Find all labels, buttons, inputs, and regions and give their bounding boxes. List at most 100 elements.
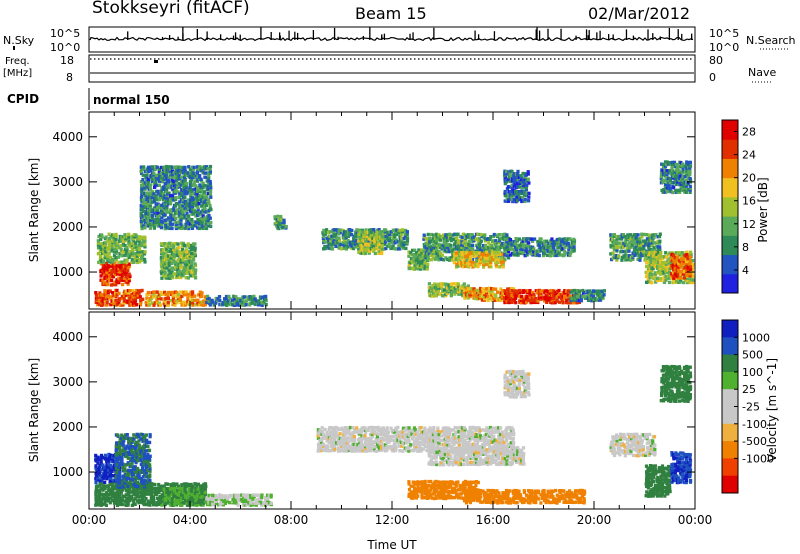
data-cell bbox=[514, 300, 518, 305]
data-cell bbox=[330, 242, 334, 246]
data-cell bbox=[158, 204, 162, 208]
data-cell bbox=[237, 300, 241, 305]
data-cell bbox=[103, 276, 107, 281]
data-cell bbox=[544, 289, 548, 293]
data-cell bbox=[196, 226, 200, 230]
data-cell bbox=[110, 264, 114, 268]
data-cell bbox=[488, 243, 492, 247]
data-cell bbox=[207, 201, 211, 205]
data-cell bbox=[186, 206, 190, 210]
data-cell bbox=[350, 228, 354, 233]
data-cell bbox=[99, 278, 103, 282]
data-cell bbox=[102, 260, 106, 264]
data-cell bbox=[122, 291, 126, 295]
data-cell bbox=[332, 230, 336, 234]
data-cell bbox=[107, 232, 111, 236]
data-cell bbox=[181, 181, 185, 185]
data-cell bbox=[115, 302, 119, 307]
data-cell bbox=[154, 220, 158, 224]
data-cell bbox=[145, 184, 149, 188]
data-cell bbox=[224, 294, 229, 299]
data-cell bbox=[161, 192, 166, 196]
data-cell bbox=[106, 264, 110, 268]
data-cell bbox=[550, 299, 554, 303]
data-cell bbox=[393, 239, 397, 243]
data-cell bbox=[528, 291, 532, 295]
data-cell bbox=[96, 239, 100, 243]
data-cell bbox=[161, 220, 166, 225]
data-cell bbox=[140, 222, 144, 226]
data-cell bbox=[411, 257, 415, 261]
data-cell bbox=[150, 216, 154, 221]
data-cell bbox=[149, 183, 153, 187]
data-cell bbox=[205, 201, 209, 206]
data-cell bbox=[545, 253, 549, 257]
data-cell bbox=[191, 247, 195, 251]
data-cell bbox=[563, 237, 567, 241]
data-cell bbox=[388, 244, 392, 249]
data-cell bbox=[396, 230, 400, 235]
nave-tick-top: 80 bbox=[709, 54, 723, 67]
data-cell bbox=[127, 255, 131, 260]
data-cell bbox=[174, 197, 178, 202]
data-cell bbox=[150, 301, 154, 305]
data-cell bbox=[466, 296, 470, 300]
data-cell bbox=[369, 233, 373, 237]
data-cell bbox=[100, 241, 104, 246]
data-cell bbox=[492, 296, 496, 301]
data-cell bbox=[688, 255, 692, 259]
data-cell bbox=[489, 260, 493, 264]
data-cell bbox=[447, 247, 451, 251]
colorbar-tick-label: 28 bbox=[742, 126, 756, 139]
data-cell bbox=[131, 249, 135, 254]
data-cell bbox=[153, 301, 157, 305]
data-cell bbox=[190, 202, 194, 206]
data-cell bbox=[253, 302, 257, 307]
data-cell bbox=[417, 264, 421, 268]
data-cell bbox=[208, 164, 213, 169]
data-cell bbox=[167, 222, 171, 227]
data-cell bbox=[537, 253, 541, 258]
data-cell bbox=[207, 213, 211, 218]
data-cell bbox=[192, 165, 196, 170]
data-cell bbox=[321, 231, 325, 235]
data-cell bbox=[505, 253, 509, 258]
data-cell bbox=[523, 289, 527, 293]
data-cell bbox=[193, 252, 197, 256]
data-cell bbox=[350, 246, 354, 250]
colorbar-swatch bbox=[722, 196, 738, 217]
data-cell bbox=[426, 255, 430, 260]
data-cell bbox=[549, 242, 553, 246]
data-cell bbox=[191, 256, 196, 260]
data-cell bbox=[467, 253, 471, 257]
data-cell bbox=[560, 299, 565, 303]
data-cell bbox=[566, 296, 570, 301]
data-cell bbox=[188, 269, 192, 274]
data-cell bbox=[530, 296, 534, 301]
data-cell bbox=[214, 301, 218, 305]
data-cell bbox=[99, 237, 103, 241]
data-cell bbox=[165, 196, 169, 200]
data-cell bbox=[596, 293, 600, 297]
data-cell bbox=[147, 218, 151, 222]
data-cell bbox=[370, 243, 374, 247]
data-cell bbox=[186, 301, 190, 305]
data-cell bbox=[139, 180, 143, 184]
data-cell bbox=[239, 301, 243, 305]
data-cell bbox=[100, 247, 104, 251]
data-cell bbox=[519, 298, 524, 303]
data-cell bbox=[435, 248, 439, 252]
data-cell bbox=[138, 247, 142, 252]
data-cell bbox=[176, 177, 180, 181]
data-cell bbox=[501, 241, 505, 246]
data-cell bbox=[407, 254, 411, 258]
data-cell bbox=[279, 214, 283, 219]
data-cell bbox=[127, 272, 131, 276]
data-cell bbox=[150, 291, 154, 295]
data-cell bbox=[156, 198, 160, 202]
data-cell bbox=[445, 238, 449, 243]
data-cell bbox=[478, 259, 482, 263]
data-cell bbox=[180, 226, 184, 230]
data-cell bbox=[101, 278, 105, 282]
data-cell bbox=[106, 291, 110, 295]
